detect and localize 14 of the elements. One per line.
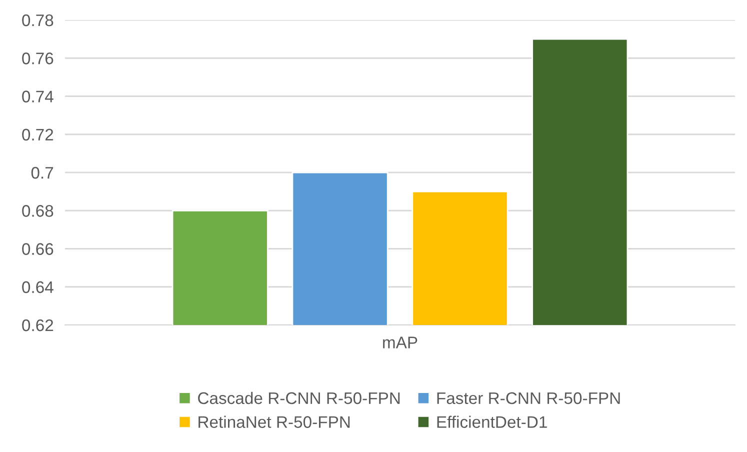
y-tick-label: 0.66 (22, 243, 54, 255)
y-tick-label: 0.76 (22, 52, 54, 64)
legend-label: EfficientDet-D1 (437, 416, 547, 428)
legend-label: Cascade R-CNN R-50-FPN (198, 392, 400, 404)
y-tick-label: 0.68 (22, 205, 54, 217)
y-tick-label: 0.78 (22, 14, 54, 26)
y-tick-label: 0.62 (22, 319, 54, 332)
legend-label: Faster R-CNN R-50-FPN (437, 392, 620, 404)
y-tick-label: 0.72 (22, 128, 54, 141)
x-tick-label: mAP (383, 336, 418, 348)
y-tick-label: 0.64 (22, 281, 54, 294)
y-tick-label: 0.74 (22, 90, 54, 102)
legend-label: RetinaNet R-50-FPN (198, 416, 350, 428)
y-tick-label: 0.7 (31, 166, 54, 179)
